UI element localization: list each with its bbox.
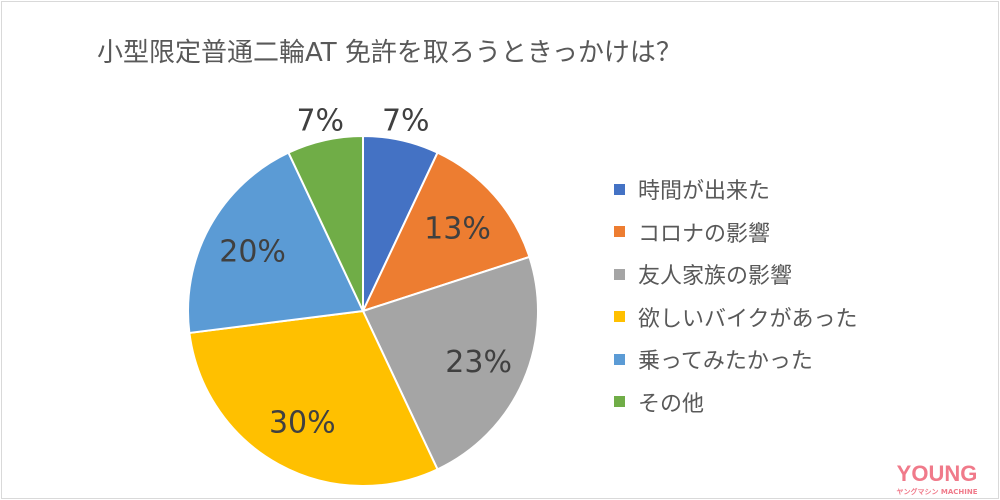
pie-slice [287, 134, 364, 312]
legend-item: 友人家族の影響 [614, 253, 858, 296]
chart-title: 小型限定普通二輪AT 免許を取ろうときっかけは？ [97, 38, 682, 68]
legend-item: 時間が出来た [614, 168, 858, 211]
pie-slice [361, 255, 539, 471]
legend-swatch [614, 396, 625, 408]
pie-slice [188, 309, 439, 487]
data-label: 23% [445, 345, 512, 380]
legend-label: コロナの影響 [638, 221, 771, 247]
young-machine-logo: YOUNG ヤングマシン MACHINE [887, 461, 987, 497]
legend-swatch [614, 226, 625, 238]
legend-item: コロナの影響 [614, 211, 858, 254]
legend-swatch [614, 268, 625, 280]
legend-item: 欲しいバイクがあった [614, 296, 858, 339]
legend-swatch [614, 353, 625, 365]
legend-label: 欲しいバイクがあった [638, 306, 858, 332]
legend-label: 時間が出来た [638, 179, 771, 205]
legend-label: 乗ってみたかった [638, 349, 813, 375]
legend: 時間が出来た コロナの影響 友人家族の影響欲しいバイクがあった 乗ってみたかった その他 [614, 168, 858, 423]
pie-slice [361, 151, 531, 313]
legend-label: 友人家族の影響 [638, 264, 793, 290]
legend-item: その他 [614, 381, 858, 424]
data-label: 30% [269, 405, 336, 440]
data-label: 20% [219, 234, 286, 269]
logo-subtext: ヤングマシン MACHINE [896, 488, 978, 496]
legend-item: 乗ってみたかった [614, 338, 858, 381]
data-label: 7% [296, 104, 344, 139]
legend-swatch [614, 311, 625, 323]
logo-text: YOUNG [896, 461, 978, 486]
data-label: 13% [424, 212, 491, 247]
pie-slice [187, 151, 365, 335]
data-label: 7% [382, 104, 430, 139]
legend-swatch [614, 183, 625, 195]
legend-label: その他 [638, 391, 705, 417]
